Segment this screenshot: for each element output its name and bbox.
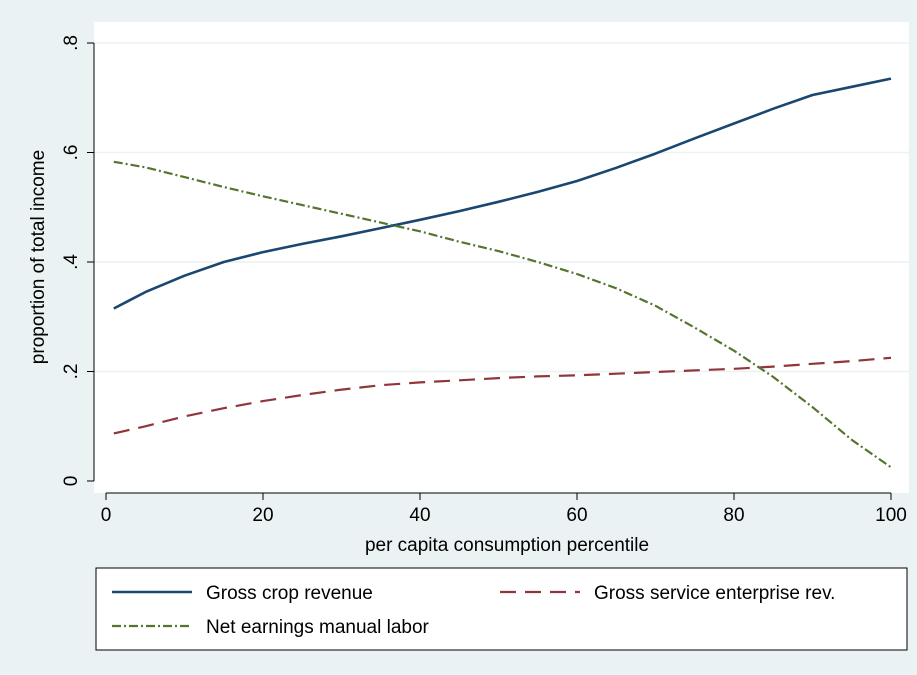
series-line-0: [113, 77, 892, 310]
x-tick-label-5: 100: [875, 505, 907, 526]
x-tick-label-4: 80: [723, 505, 744, 526]
axes: 0 .2 .4 .6 .8 0 20 40 60 80 100: [61, 35, 907, 526]
y-tick-label-3: .6: [61, 145, 82, 161]
plot-area: [94, 22, 909, 493]
y-tick-label-4: .8: [61, 35, 82, 51]
x-tick-label-1: 20: [252, 505, 273, 526]
legend-label-0: Gross crop revenue: [206, 583, 373, 604]
legend-label-1: Gross service enterprise rev.: [594, 583, 835, 604]
legend-box: [95, 567, 908, 651]
y-tick-label-2: .4: [61, 254, 82, 270]
legend: Gross crop revenue Gross service enterpri…: [95, 567, 908, 651]
legend-label-2: Net earnings manual labor: [206, 617, 430, 638]
y-axis-label: proportion of total income: [28, 150, 49, 364]
legend-items: Gross crop revenue Gross service enterpri…: [112, 583, 835, 638]
y-tick-label-1: .2: [61, 364, 82, 380]
series-lines: [113, 77, 892, 469]
y-tick-label-0: 0: [61, 476, 82, 487]
x-tick-label-2: 40: [409, 505, 430, 526]
x-tick-label-0: 0: [101, 505, 112, 526]
grid-lines: [94, 42, 909, 373]
series-line-2: [113, 160, 892, 469]
x-tick-label-3: 60: [566, 505, 587, 526]
x-axis-label: per capita consumption percentile: [365, 535, 649, 556]
